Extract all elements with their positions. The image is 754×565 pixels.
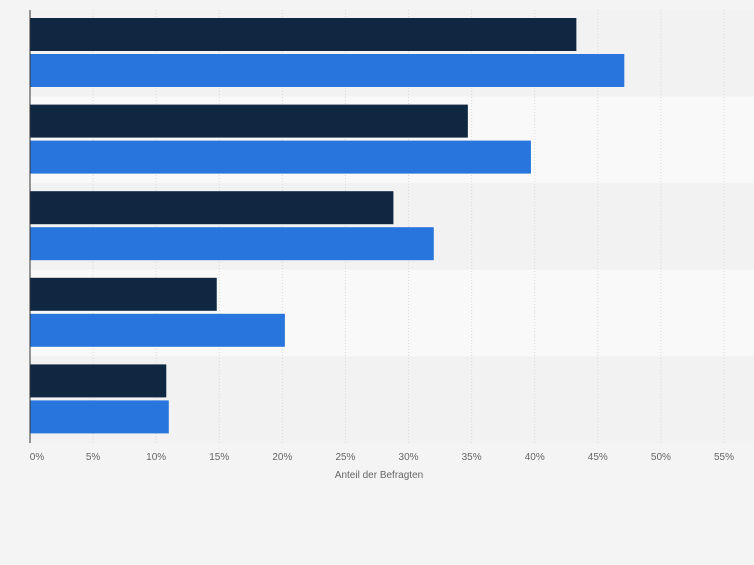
x-tick-label: 40% [525, 452, 545, 463]
bar-series1-cat3[interactable] [30, 191, 394, 225]
x-tick-label: 30% [399, 452, 419, 463]
x-tick-label: 15% [209, 452, 229, 463]
x-tick-label: 25% [335, 452, 355, 463]
bars [30, 18, 625, 434]
bar-series2-cat2[interactable] [30, 140, 531, 174]
x-axis-ticks: 0% 5% 10% 15% 20% 25% 30% 35% 40% 45% 50% 55% [30, 452, 734, 463]
bar-series1-cat1[interactable] [30, 18, 577, 51]
x-tick-label: 50% [651, 452, 671, 463]
x-tick-label: 5% [86, 452, 101, 463]
bar-series2-cat1[interactable] [30, 54, 625, 87]
x-tick-label: 0% [30, 452, 45, 463]
x-tick-label: 10% [146, 452, 166, 463]
x-tick-label: 20% [272, 452, 292, 463]
bar-series1-cat4[interactable] [30, 277, 217, 311]
bar-series1-cat2[interactable] [30, 104, 468, 138]
bar-series2-cat4[interactable] [30, 313, 285, 347]
x-axis-title: Anteil der Befragten [335, 470, 423, 481]
bar-series2-cat5[interactable] [30, 400, 169, 434]
x-tick-label: 35% [462, 452, 482, 463]
x-tick-label: 45% [588, 452, 608, 463]
bar-series2-cat3[interactable] [30, 227, 434, 261]
x-tick-label: 55% [714, 452, 734, 463]
bar-series1-cat5[interactable] [30, 364, 167, 398]
